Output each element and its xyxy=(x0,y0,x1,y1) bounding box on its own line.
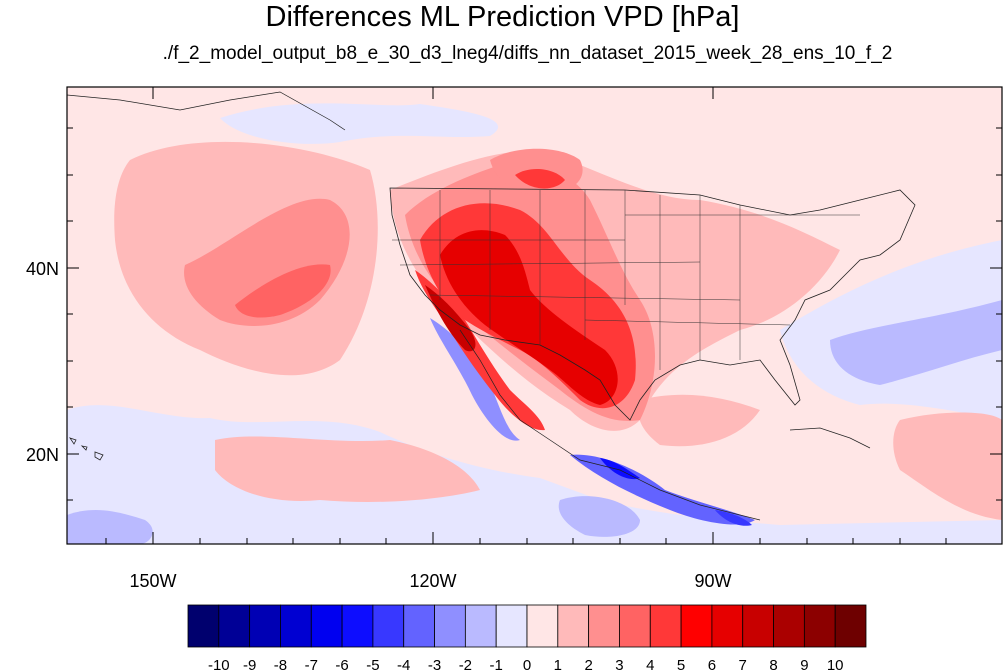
positive-region-south-pacific xyxy=(215,436,480,502)
colorbar-swatch xyxy=(249,604,281,648)
positive-region-us-core xyxy=(440,230,618,405)
colorbar-swatch xyxy=(434,604,466,648)
negative-region-atlantic-mid xyxy=(830,300,1002,385)
map-frame xyxy=(66,86,1003,545)
colorbar: -10 -9 -8 -7 -6 -5 -4 -3 -2 -1 0 1 2 3 4 5 6 7 8 9 10 xyxy=(187,604,867,672)
negative-core-mexico xyxy=(600,458,640,480)
lon-label-90w: 90W xyxy=(694,571,731,591)
colorbar-swatch xyxy=(341,604,374,648)
colorbar-swatch xyxy=(680,604,713,648)
colorbar-swatch xyxy=(588,604,620,648)
colorbar-label: -6 xyxy=(335,657,348,672)
colorbar-label: -3 xyxy=(428,657,441,672)
map-subtitle: ./f_2_model_output_b8_e_30_d3_lneg4/diff… xyxy=(162,43,893,64)
positive-region-canada-core xyxy=(515,168,565,189)
negative-core-central-america xyxy=(715,510,752,526)
colorbar-label: 10 xyxy=(827,657,844,672)
lon-label-120w: 120W xyxy=(409,571,456,591)
colorbar-label: 1 xyxy=(554,657,562,672)
cuba-outline xyxy=(789,427,871,449)
negative-region-gulf-north xyxy=(220,103,499,144)
colorbar-swatch xyxy=(742,604,774,648)
negative-region-south-center xyxy=(558,496,640,537)
colorbar-swatch xyxy=(619,604,651,648)
colorbar-swatch xyxy=(834,604,867,648)
lat-label-20n: 20N xyxy=(26,445,59,465)
negative-streak-coast xyxy=(430,318,520,441)
colorbar-label: -8 xyxy=(274,657,287,672)
us-outline xyxy=(389,187,916,421)
colorbar-swatch xyxy=(310,604,343,648)
colorbar-label: 8 xyxy=(769,657,777,672)
colorbar-swatch xyxy=(218,604,251,648)
colorbar-label: -4 xyxy=(397,657,410,672)
colorbar-swatch xyxy=(280,604,312,648)
colorbar-label: 6 xyxy=(708,657,716,672)
colorbar-label: -5 xyxy=(366,657,379,672)
colorbar-label: 5 xyxy=(677,657,685,672)
colorbar-label: -7 xyxy=(305,657,318,672)
positive-region-atlantic-east xyxy=(893,412,1002,520)
colorbar-label: 4 xyxy=(646,657,654,672)
negative-region-sw xyxy=(67,510,153,544)
positive-region-pacific-inner xyxy=(235,264,331,318)
colorbar-label: -2 xyxy=(459,657,472,672)
colorbar-swatch xyxy=(372,604,405,648)
colorbar-label: 0 xyxy=(523,657,531,672)
colorbar-swatch xyxy=(526,604,559,648)
colorbar-swatch xyxy=(773,604,805,648)
colorbar-label: 9 xyxy=(800,657,808,672)
map-title: Differences ML Prediction VPD [hPa] xyxy=(265,1,740,33)
colorbar-label: -1 xyxy=(490,657,503,672)
positive-region-gulf xyxy=(638,394,760,447)
canada-coast xyxy=(66,91,346,131)
state-lines xyxy=(392,190,860,370)
colorbar-label: -10 xyxy=(208,657,230,672)
lat-ticks xyxy=(67,127,1002,501)
colorbar-swatch xyxy=(557,604,590,648)
lon-label-150w: 150W xyxy=(129,571,176,591)
colorbar-swatch xyxy=(495,604,528,648)
colorbar-swatch xyxy=(187,604,220,648)
colorbar-swatch xyxy=(403,604,435,648)
colorbar-label: 2 xyxy=(584,657,592,672)
lat-label-40n: 40N xyxy=(26,259,59,279)
colorbar-swatch xyxy=(464,604,497,648)
colorbar-label: 3 xyxy=(615,657,623,672)
colorbar-swatch xyxy=(711,604,744,648)
hawaii-islands xyxy=(69,437,104,461)
mexico-outline xyxy=(459,329,761,521)
lon-ticks xyxy=(105,87,947,544)
colorbar-swatch xyxy=(803,604,836,648)
colorbar-swatch xyxy=(649,604,682,648)
colorbar-label: -9 xyxy=(243,657,256,672)
map-field xyxy=(67,87,1002,544)
colorbar-label: 7 xyxy=(739,657,747,672)
